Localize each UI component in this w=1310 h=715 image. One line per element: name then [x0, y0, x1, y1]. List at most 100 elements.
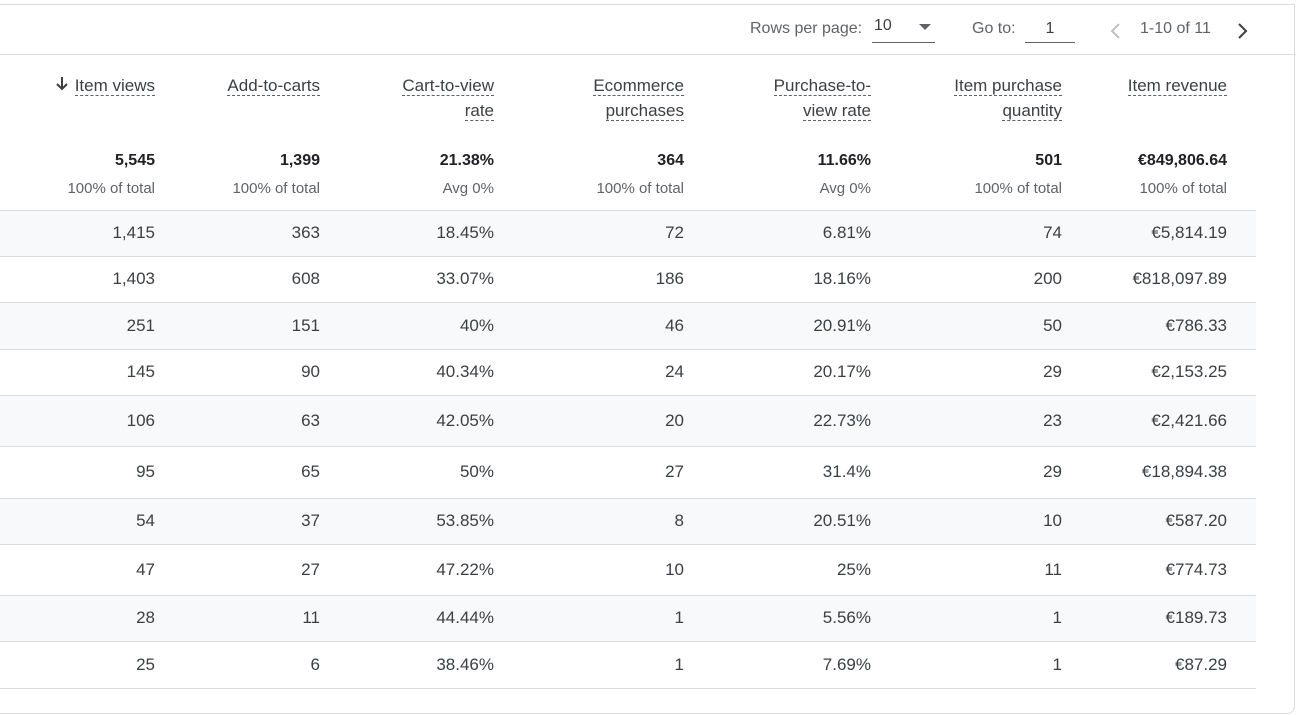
table-cell-add-to-carts: 6	[310, 655, 320, 674]
total-value-ecom-purchases: 364	[657, 152, 684, 169]
table-cell-item-views: 145	[126, 362, 155, 381]
column-header-label: Add-to-carts	[227, 76, 320, 96]
table-cell-add-to-carts: 151	[291, 316, 320, 335]
table-cell-ecom-purchases: 27	[665, 462, 684, 481]
column-header-item-qty[interactable]: Item purchase quantity	[902, 73, 1062, 133]
table-cell-cart-to-view: 42.05%	[436, 411, 494, 430]
table-cell-cart-to-view: 40%	[459, 316, 494, 335]
column-header-add-to-carts[interactable]: Add-to-carts	[170, 73, 320, 133]
chevron-right-icon[interactable]	[1232, 19, 1252, 43]
table-cell-cart-to-view: 38.46%	[436, 655, 494, 674]
column-header-item-revenue[interactable]: Item revenue	[1047, 73, 1227, 133]
table-cell-item-revenue: €189.73	[1165, 608, 1227, 627]
total-value-item-revenue: €849,806.64	[1138, 152, 1227, 169]
table-cell-item-qty: 1	[1052, 655, 1062, 674]
column-header-purchase-to-view[interactable]: Purchase-to-view rate	[721, 73, 871, 133]
column-header-label: purchases	[605, 101, 684, 121]
table-cell-item-revenue: €818,097.89	[1132, 269, 1227, 288]
table-cell-item-qty: 29	[1043, 462, 1062, 481]
table-row: 54 37 53.85% 8 20.51% 10 €587.20	[0, 499, 1256, 545]
total-value-add-to-carts: 1,399	[279, 152, 320, 169]
table-cell-item-revenue: €2,421.66	[1151, 411, 1227, 430]
column-header-cart-to-view[interactable]: Cart-to-view rate	[344, 73, 494, 133]
caret-down-icon	[919, 24, 931, 30]
column-header-ecom-purchases[interactable]: Ecommerce purchases	[534, 73, 684, 133]
table-cell-item-views: 47	[136, 560, 155, 579]
table-cell-add-to-carts: 11	[302, 608, 320, 627]
column-header-label: Item views	[74, 76, 155, 96]
table-cell-ecom-purchases: 20	[665, 411, 684, 430]
table-row: 95 65 50% 27 31.4% 29 €18,894.38	[0, 447, 1256, 499]
table-cell-purchase-to-view: 6.81%	[822, 223, 871, 242]
table-cell-item-views: 95	[136, 462, 155, 481]
column-header-item-views[interactable]: Item views	[0, 73, 155, 133]
total-value-purchase-to-view: 11.66%	[817, 152, 871, 169]
table-cell-cart-to-view: 33.07%	[436, 269, 494, 288]
table-row: 1,403 608 33.07% 186 18.16% 200 €818,097.89	[0, 257, 1256, 303]
column-header-label: Item revenue	[1127, 76, 1227, 96]
page-range-text: 1-10 of 11	[1140, 20, 1211, 37]
total-subtext-item-qty: 100% of total	[974, 180, 1062, 197]
goto-page-input[interactable]	[1025, 15, 1075, 43]
total-value-item-views: 5,545	[114, 152, 155, 169]
table-cell-add-to-carts: 63	[301, 411, 320, 430]
table-cell-add-to-carts: 608	[291, 269, 320, 288]
table-cell-cart-to-view: 50%	[459, 462, 494, 481]
table-cell-item-views: 251	[126, 316, 155, 335]
column-header-label: Item purchase	[954, 76, 1062, 96]
table-cell-ecom-purchases: 186	[655, 269, 684, 288]
table-cell-item-revenue: €2,153.25	[1151, 362, 1227, 381]
table-cell-cart-to-view: 40.34%	[436, 362, 494, 381]
arrow-down-icon[interactable]	[55, 73, 69, 100]
table-row: 25 6 38.46% 1 7.69% 1 €87.29	[0, 642, 1256, 689]
total-subtext-ecom-purchases: 100% of total	[596, 180, 684, 197]
report-table-card: Rows per page: 10 Go to: 1-10 of 11 Item…	[0, 4, 1296, 714]
table-cell-cart-to-view: 47.22%	[436, 560, 494, 579]
table-cell-purchase-to-view: 22.73%	[813, 411, 871, 430]
table-cell-ecom-purchases: 10	[665, 560, 684, 579]
table-row: 251 151 40% 46 20.91% 50 €786.33	[0, 303, 1256, 350]
table-row: 145 90 40.34% 24 20.17% 29 €2,153.25	[0, 350, 1256, 396]
table-cell-item-views: 106	[126, 411, 155, 430]
table-row: 47 27 47.22% 10 25% 11 €774.73	[0, 545, 1256, 596]
column-header-label: quantity	[1002, 101, 1062, 121]
table-cell-item-revenue: €786.33	[1165, 316, 1227, 335]
column-header-label: view rate	[802, 101, 871, 121]
table-cell-item-views: 25	[136, 655, 155, 674]
table-cell-item-qty: 11	[1044, 560, 1062, 579]
totals-divider	[0, 210, 1256, 211]
table-row: 106 63 42.05% 20 22.73% 23 €2,421.66	[0, 396, 1256, 447]
chevron-left-icon[interactable]	[1106, 19, 1126, 43]
table-cell-ecom-purchases: 24	[665, 362, 684, 381]
table-cell-ecom-purchases: 46	[665, 316, 684, 335]
table-cell-item-revenue: €87.29	[1175, 655, 1227, 674]
table-cell-cart-to-view: 18.45%	[436, 223, 494, 242]
column-header-label: rate	[464, 101, 494, 121]
table-cell-add-to-carts: 363	[291, 223, 320, 242]
column-header-label: Cart-to-view	[402, 76, 494, 96]
table-cell-ecom-purchases: 72	[665, 223, 684, 242]
table-cell-purchase-to-view: 20.91%	[813, 316, 871, 335]
table-cell-purchase-to-view: 20.17%	[813, 362, 871, 381]
table-cell-item-qty: 74	[1043, 223, 1062, 242]
table-cell-purchase-to-view: 5.56%	[822, 608, 871, 627]
table-cell-cart-to-view: 44.44%	[436, 608, 494, 627]
column-header-label: Purchase-to-	[773, 76, 871, 96]
table-cell-item-views: 1,403	[112, 269, 155, 288]
table-row: 28 11 44.44% 1 5.56% 1 €189.73	[0, 596, 1256, 642]
total-subtext-item-revenue: 100% of total	[1139, 180, 1227, 197]
table-cell-add-to-carts: 27	[301, 560, 320, 579]
table-cell-add-to-carts: 37	[301, 511, 320, 530]
table-cell-item-revenue: €774.73	[1165, 560, 1227, 579]
goto-label: Go to:	[972, 20, 1016, 37]
total-subtext-purchase-to-view: Avg 0%	[819, 180, 871, 197]
table-cell-item-views: 28	[136, 608, 155, 627]
table-cell-purchase-to-view: 20.51%	[813, 511, 871, 530]
total-subtext-cart-to-view: Avg 0%	[442, 180, 494, 197]
table-cell-ecom-purchases: 1	[674, 608, 684, 627]
table-row: 1,415 363 18.45% 72 6.81% 74 €5,814.19	[0, 211, 1256, 257]
table-cell-cart-to-view: 53.85%	[436, 511, 494, 530]
table-cell-item-revenue: €18,894.38	[1141, 462, 1227, 481]
table-cell-ecom-purchases: 1	[674, 655, 684, 674]
rows-per-page-select[interactable]: 10	[872, 15, 935, 43]
